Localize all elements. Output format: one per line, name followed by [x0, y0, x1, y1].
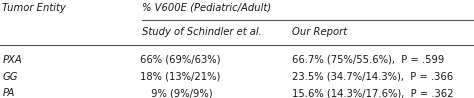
- Text: 15.6% (14.3%/17.6%),  P = .362: 15.6% (14.3%/17.6%), P = .362: [292, 88, 453, 98]
- Text: % V600E (Pediatric/Adult): % V600E (Pediatric/Adult): [142, 3, 271, 13]
- Text: GG: GG: [2, 72, 18, 82]
- Text: PA: PA: [2, 88, 15, 98]
- Text: Tumor Entity: Tumor Entity: [2, 3, 66, 13]
- Text: 18% (13%/21%): 18% (13%/21%): [140, 72, 220, 82]
- Text: 23.5% (34.7%/14.3%),  P = .366: 23.5% (34.7%/14.3%), P = .366: [292, 72, 453, 82]
- Text: Study of Schindler et al.: Study of Schindler et al.: [142, 27, 262, 37]
- Text: PXA: PXA: [2, 55, 22, 65]
- Text: 66% (69%/63%): 66% (69%/63%): [140, 55, 220, 65]
- Text: 9% (9%/9%): 9% (9%/9%): [148, 88, 212, 98]
- Text: Our Report: Our Report: [292, 27, 346, 37]
- Text: 66.7% (75%/55.6%),  P = .599: 66.7% (75%/55.6%), P = .599: [292, 55, 444, 65]
